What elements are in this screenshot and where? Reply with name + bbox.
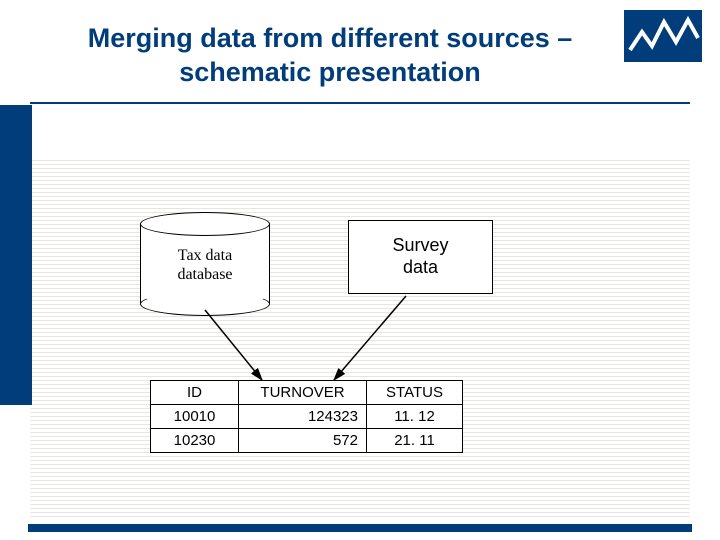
table-row: 10010 124323 11. 12: [151, 405, 463, 429]
table-row: 10230 572 21. 11: [151, 429, 463, 453]
bottom-accent-bar: [28, 524, 692, 532]
col-header-id: ID: [151, 381, 239, 405]
col-header-status: STATUS: [367, 381, 463, 405]
survey-box: Survey data: [348, 220, 493, 294]
cylinder-label: Tax data database: [140, 246, 270, 284]
table-header-row: ID TURNOVER STATUS: [151, 381, 463, 405]
page-title: Merging data from different sources – sc…: [40, 22, 620, 90]
title-underline: [30, 102, 690, 104]
merged-data-table: ID TURNOVER STATUS 10010 124323 11. 12 1…: [150, 380, 463, 453]
lined-background: [30, 160, 690, 520]
logo-wave-icon: [624, 10, 702, 62]
database-cylinder: Tax data database: [140, 212, 270, 308]
left-accent-bar: [0, 105, 32, 405]
logo: [624, 10, 702, 62]
col-header-turnover: TURNOVER: [239, 381, 367, 405]
